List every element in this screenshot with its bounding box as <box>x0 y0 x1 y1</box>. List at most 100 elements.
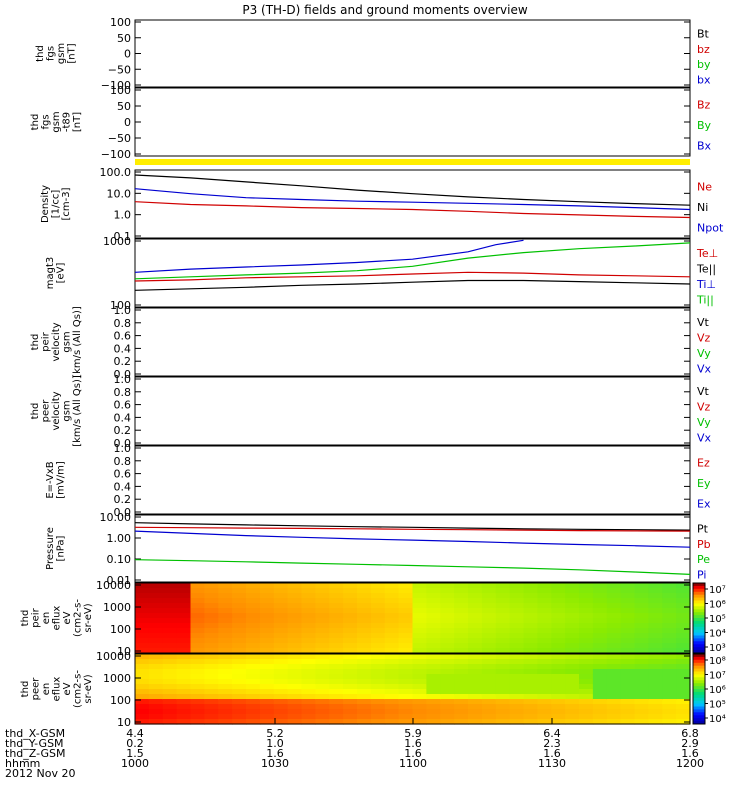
spectrogram-cell <box>579 654 594 660</box>
spectrogram-cell <box>579 633 594 639</box>
spectrogram-cell <box>176 628 192 634</box>
spectrogram-cell <box>384 709 400 715</box>
spectrogram-cell <box>468 699 483 705</box>
spectrogram-cell <box>176 583 192 589</box>
series-line-temperature <box>134 239 524 273</box>
panel-frame <box>134 376 691 446</box>
spectrogram-cell <box>592 588 608 594</box>
spectrogram-cell <box>329 689 344 695</box>
spectrogram-cell <box>481 643 497 649</box>
x-axis-value: 6.4 <box>543 727 561 740</box>
spectrogram-cell <box>162 583 178 589</box>
spectrogram-cell <box>218 628 233 634</box>
spectrogram-cell <box>412 598 427 604</box>
spectrogram-cell <box>246 679 261 685</box>
spectrogram-cell <box>259 699 275 705</box>
spectrogram-cell <box>370 638 386 644</box>
spectrogram-cell <box>287 684 303 690</box>
spectrogram-cell <box>579 598 594 604</box>
spectrogram-cell <box>565 648 580 654</box>
spectrogram-cell <box>259 623 275 629</box>
spectrogram-cell <box>287 714 303 720</box>
legend-label: Ez <box>697 456 710 469</box>
spectrogram-cell <box>190 588 205 594</box>
spectrogram-cell <box>162 638 178 644</box>
x-axis-value: 5.9 <box>404 727 422 740</box>
spectrogram-cell <box>537 689 552 695</box>
spectrogram-cell <box>495 608 511 614</box>
spectrogram-cell <box>662 628 677 634</box>
spectrogram-cell <box>357 628 372 634</box>
spectrogram-cell <box>273 704 289 710</box>
spectrogram-cell <box>523 669 538 675</box>
spectrogram-cell <box>357 633 372 639</box>
spectrogram-cell <box>384 628 400 634</box>
colorbar-segment <box>693 632 705 636</box>
legend-label: Ti|| <box>696 293 714 306</box>
spectrogram-cell <box>343 659 358 665</box>
x-axis-row-label: thd_Y-GSM <box>5 737 64 750</box>
spectrogram-cell <box>398 714 414 720</box>
spectrogram-cell <box>357 709 372 715</box>
spectrogram-cell <box>315 674 330 680</box>
spectrogram-cell <box>495 648 511 654</box>
spectrogram-cell <box>565 588 580 594</box>
spectrogram-cell <box>662 618 677 624</box>
spectrogram-cell <box>440 719 455 725</box>
spectrogram-cell <box>148 699 164 705</box>
y-tick-label: 0.4 <box>114 411 132 424</box>
spectrogram-cell <box>273 613 289 619</box>
spectrogram-cell <box>204 643 219 649</box>
spectrogram-cell <box>287 664 303 670</box>
spectrogram-cell <box>509 638 525 644</box>
spectrogram-cell <box>648 598 663 604</box>
spectrogram-cell <box>204 623 219 629</box>
spectrogram-cell <box>634 679 649 685</box>
spectrogram-cell <box>523 613 538 619</box>
spectrogram-cell <box>509 593 525 599</box>
spectrogram-cell <box>398 633 414 639</box>
spectrogram-cell <box>509 709 525 715</box>
spectrogram-cell <box>579 593 594 599</box>
spectrogram-cell <box>148 628 164 634</box>
spectrogram-cell <box>301 699 316 705</box>
spectrogram-cell <box>135 598 150 604</box>
spectrogram-cell <box>537 583 552 589</box>
spectrogram-cell <box>273 638 289 644</box>
spectrogram-cell <box>301 674 316 680</box>
spectrogram-cell <box>551 618 566 624</box>
spectrogram-cell <box>246 623 261 629</box>
spectrogram-cell <box>176 684 192 690</box>
spectrogram-cell <box>676 659 691 665</box>
y-axis-label: eflux <box>52 677 63 702</box>
spectrogram-cell <box>315 714 330 720</box>
legend-label: Vt <box>697 385 710 398</box>
spectrogram-cell <box>454 623 469 629</box>
spectrogram-cell <box>592 669 608 675</box>
y-tick-label: 0.6 <box>114 330 132 343</box>
spectrogram-cell <box>426 593 441 599</box>
spectrogram-cell <box>398 588 414 594</box>
spectrogram-cell <box>579 659 594 665</box>
spectrogram-cell <box>523 608 538 614</box>
spectrogram-cell <box>426 623 441 629</box>
spectrogram-cell <box>301 598 316 604</box>
spectrogram-cell <box>162 719 178 725</box>
spectrogram-cell <box>426 618 441 624</box>
spectrogram-cell <box>343 598 358 604</box>
spectrogram-cell <box>190 689 205 695</box>
spectrogram-cell <box>148 709 164 715</box>
series-line-pressure <box>134 559 691 575</box>
spectrogram-cell <box>565 694 580 700</box>
spectrogram-cell <box>246 588 261 594</box>
spectrogram-cell <box>537 664 552 670</box>
spectrogram-cell <box>398 694 414 700</box>
colorbar-segment <box>693 600 705 604</box>
spectrogram-cell <box>246 598 261 604</box>
spectrogram-cell <box>384 608 400 614</box>
spectrogram-cell <box>246 638 261 644</box>
spectrogram-cell <box>246 659 261 665</box>
spectrogram-cell <box>315 588 330 594</box>
spectrogram-cell <box>592 628 608 634</box>
spectrogram-cell <box>634 628 649 634</box>
